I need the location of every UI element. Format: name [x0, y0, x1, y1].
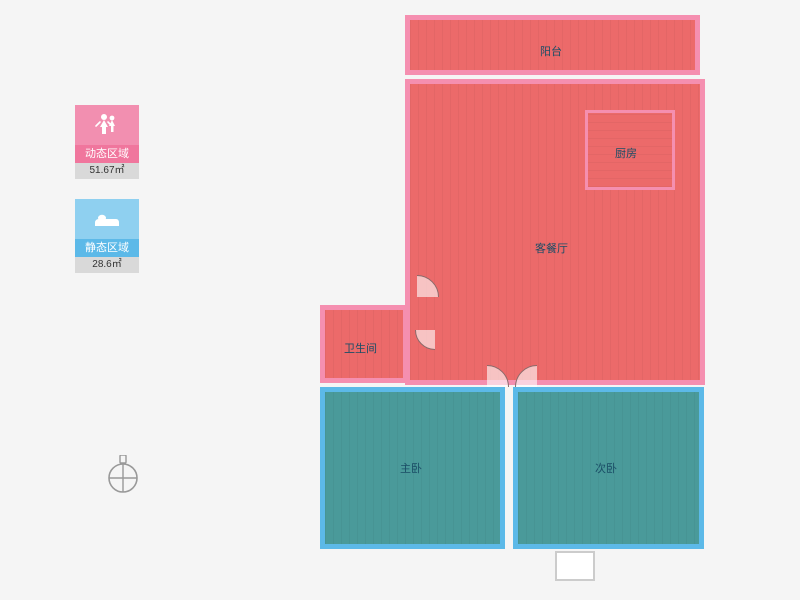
label-living: 客餐厅 [535, 240, 568, 256]
legend-dynamic-label: 动态区域 [75, 145, 139, 163]
label-balcony: 阳台 [540, 43, 562, 59]
legend-dynamic-icon-box [75, 105, 139, 145]
exterior-step [555, 551, 595, 581]
legend-panel: 动态区域 51.67㎡ 静态区域 28.6㎡ [75, 105, 139, 293]
label-master-bed: 主卧 [400, 460, 422, 476]
label-bathroom: 卫生间 [344, 340, 377, 356]
legend-dynamic: 动态区域 51.67㎡ [75, 105, 139, 179]
label-kitchen: 厨房 [615, 145, 637, 161]
legend-static: 静态区域 28.6㎡ [75, 199, 139, 273]
bed-icon [92, 208, 122, 230]
legend-static-value: 28.6㎡ [75, 257, 139, 273]
people-icon [94, 112, 120, 138]
compass-icon [105, 455, 141, 500]
legend-static-icon-box [75, 199, 139, 239]
legend-dynamic-value: 51.67㎡ [75, 163, 139, 179]
label-second-bed: 次卧 [595, 460, 617, 476]
legend-static-label: 静态区域 [75, 239, 139, 257]
